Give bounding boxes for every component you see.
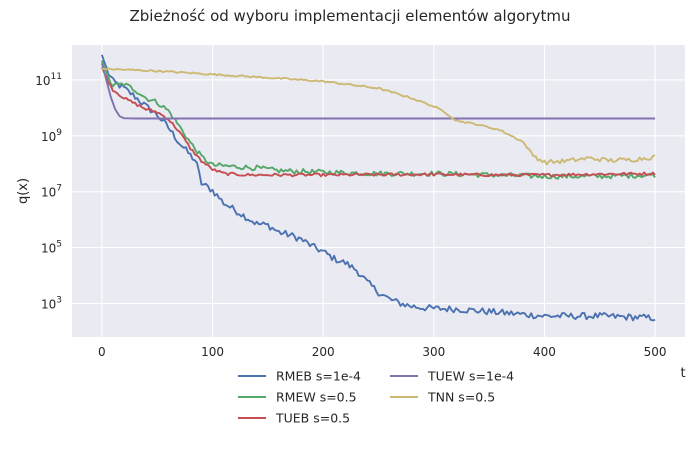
y-tick-label: 109 xyxy=(41,128,62,144)
legend-item: TUEB s=0.5 xyxy=(238,411,350,426)
legend-label: TUEB s=0.5 xyxy=(275,411,350,426)
legend-label: RMEW s=0.5 xyxy=(276,390,357,405)
y-tick-base: 10 xyxy=(41,297,56,311)
series-line-0 xyxy=(100,54,656,322)
y-tick-exponent: 7 xyxy=(56,184,62,194)
y-tick-base: 10 xyxy=(41,130,56,144)
x-tick-labels: 0 100 200 300 400 500 xyxy=(98,345,667,359)
x-tick-label: 400 xyxy=(533,345,556,359)
legend-item: TNN s=0.5 xyxy=(390,390,495,405)
chart-title: Zbieżność od wyboru implementacji elemen… xyxy=(130,7,571,25)
plot-area xyxy=(72,45,685,337)
y-tick-base: 10 xyxy=(41,186,56,200)
y-tick-base: 10 xyxy=(41,242,56,256)
y-tick-label: 1011 xyxy=(35,72,62,88)
legend-label: TNN s=0.5 xyxy=(427,390,495,405)
legend-item: RMEB s=1e-4 xyxy=(238,369,361,384)
y-tick-exponent: 9 xyxy=(56,128,62,138)
y-tick-label: 105 xyxy=(41,240,62,256)
series-lines xyxy=(100,54,656,322)
legend-item: TUEW s=1e-4 xyxy=(390,369,514,384)
grid xyxy=(72,45,685,337)
legend: RMEB s=1e-4 RMEW s=0.5 TUEB s=0.5 TUEW s=1e… xyxy=(238,369,514,426)
y-tick-label: 107 xyxy=(41,184,62,200)
y-tick-exponent: 3 xyxy=(56,295,62,305)
legend-label: RMEB s=1e-4 xyxy=(276,369,361,384)
legend-label: TUEW s=1e-4 xyxy=(427,369,514,384)
x-axis-label: t xyxy=(680,366,685,381)
y-tick-label: 103 xyxy=(41,295,62,311)
x-tick-label: 300 xyxy=(422,345,445,359)
legend-item: RMEW s=0.5 xyxy=(238,390,357,405)
x-tick-label: 200 xyxy=(312,345,335,359)
series-line-3 xyxy=(100,62,656,120)
series-line-2 xyxy=(101,67,656,178)
y-tick-exponent: 5 xyxy=(56,240,62,250)
y-tick-base: 10 xyxy=(35,74,50,88)
x-tick-label: 0 xyxy=(98,345,106,359)
y-tick-exponent: 11 xyxy=(51,72,62,82)
series-line-4 xyxy=(101,67,656,166)
x-tick-label: 500 xyxy=(644,345,667,359)
y-axis-label: q(x) xyxy=(16,178,31,204)
x-tick-label: 100 xyxy=(201,345,224,359)
